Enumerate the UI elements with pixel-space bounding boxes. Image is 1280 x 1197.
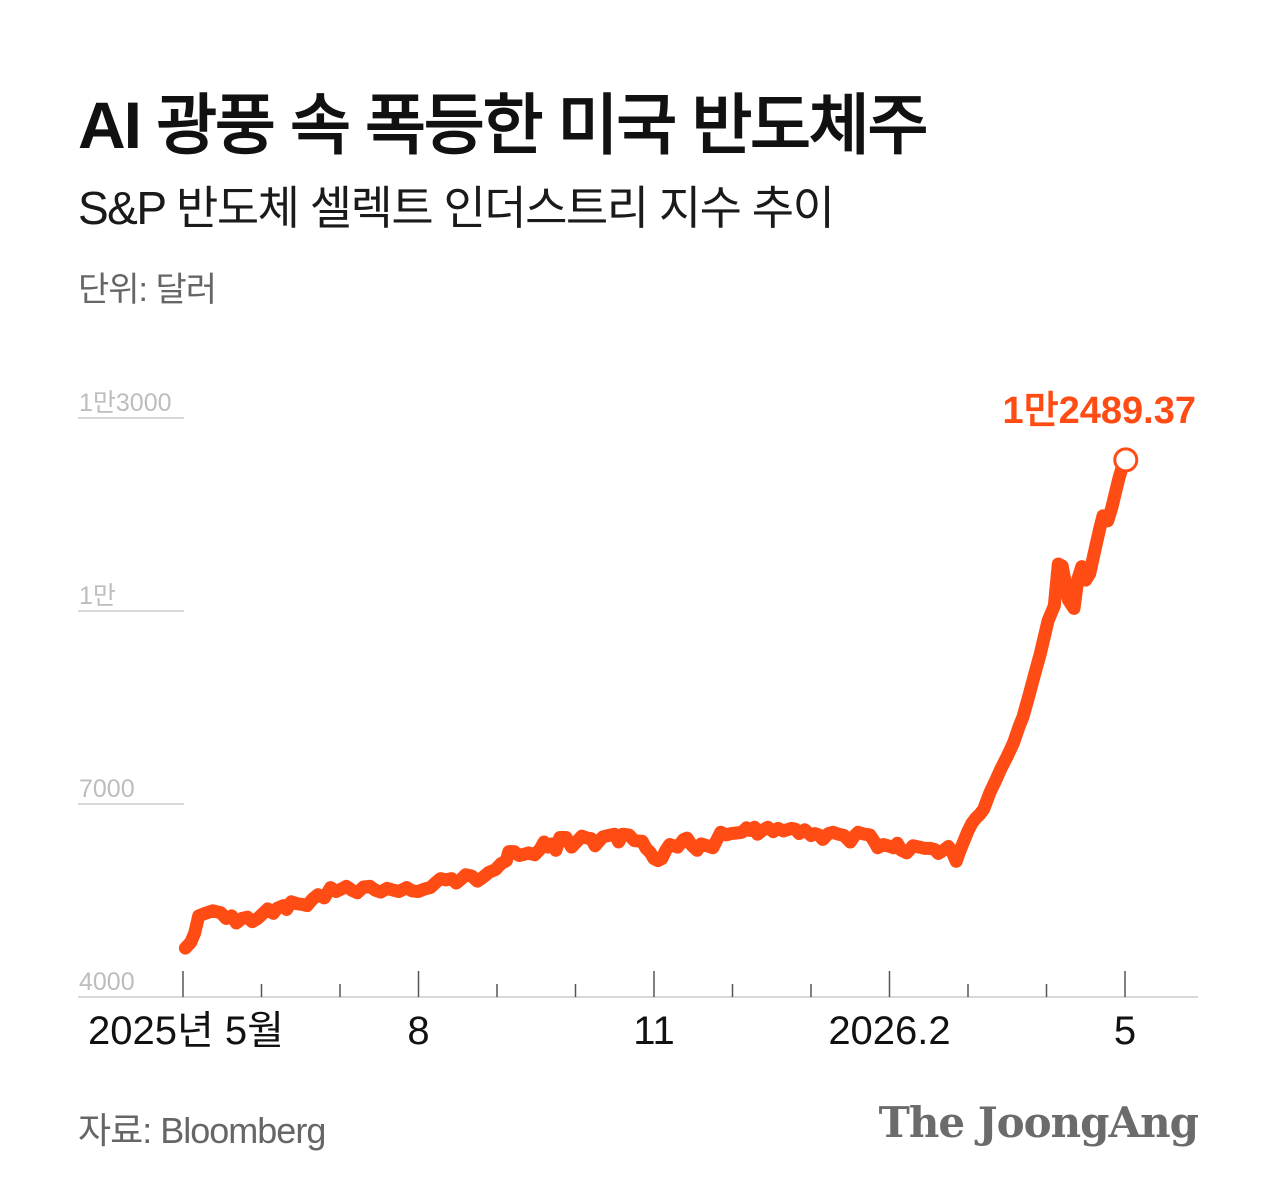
y-tick-label: 4000 [79, 968, 135, 996]
end-marker-layer: 1만2489.37 [1003, 390, 1196, 473]
x-tick-label: 5 [1114, 1009, 1136, 1053]
series-layer [178, 453, 1133, 955]
unit-label: 단위: 달러 [78, 271, 217, 309]
end-value-label: 1만2489.37 [1003, 390, 1196, 432]
brand-logo: The JoongAng [878, 1098, 1199, 1147]
y-tick-label: 1만3000 [79, 389, 172, 417]
y-gridlines: 4000 7000 1만 1만3000 [78, 389, 184, 996]
source-label: 자료: Bloomberg [78, 1110, 326, 1151]
x-axis: 2025년 5월 8 11 2026.2 5 [78, 971, 1198, 1053]
x-tick-label: 8 [407, 1009, 429, 1053]
x-tick-label: 2026.2 [828, 1009, 950, 1053]
chart-subtitle: S&P 반도체 셀렉트 인더스트리 지수 추이 [78, 182, 835, 234]
y-tick-label: 7000 [79, 775, 135, 803]
end-point-marker [1113, 447, 1139, 473]
chart-title: AI 광풍 속 폭등한 미국 반도체주 [78, 88, 928, 162]
x-tick-label: 2025년 5월 [88, 1009, 284, 1053]
x-tick-label: 11 [633, 1009, 675, 1053]
series-line [178, 453, 1133, 955]
y-tick-label: 1만 [79, 582, 116, 610]
